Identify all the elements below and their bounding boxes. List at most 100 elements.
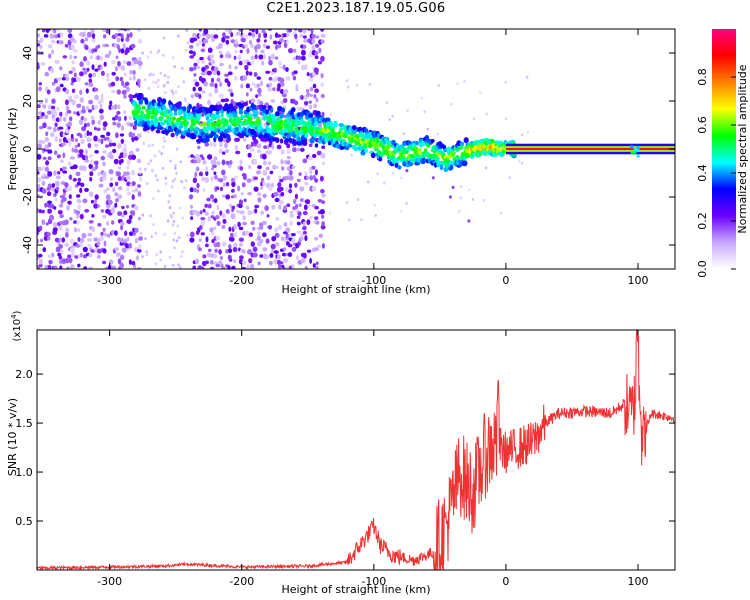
spectrogram-cell bbox=[314, 88, 319, 93]
spectrogram-cell bbox=[94, 126, 97, 131]
spectrogram-cell bbox=[273, 250, 279, 254]
spectrogram-cell bbox=[391, 171, 394, 175]
snr-y-multiplier: (x104) bbox=[10, 310, 23, 341]
spectrogram-cell bbox=[39, 44, 43, 49]
spectrogram-cell bbox=[315, 97, 319, 103]
spectrogram-cell bbox=[265, 109, 269, 115]
spectrogram-cell bbox=[526, 130, 530, 134]
spectrogram-cell bbox=[247, 152, 252, 158]
spectrogram-cell bbox=[321, 221, 325, 227]
spectrogram-cell bbox=[59, 214, 64, 219]
spectrogram-cell bbox=[134, 237, 139, 244]
spectrogram-cell bbox=[304, 181, 309, 186]
spectrogram-cell bbox=[70, 133, 74, 139]
spectrogram-cell bbox=[128, 76, 133, 81]
snr-panel: -300 -200 -100 0 100 0.5 1.0 1.5 2.0 SNR (10 * v… bbox=[6, 310, 676, 596]
spectrogram-cell bbox=[275, 217, 280, 221]
spectrogram-cell bbox=[241, 260, 247, 265]
spectrogram-cell bbox=[137, 60, 143, 66]
spectrogram-cell bbox=[295, 38, 299, 43]
spectrogram-cell bbox=[121, 174, 125, 181]
spectrogram-cell bbox=[240, 37, 246, 43]
spectrogram-cell bbox=[103, 240, 107, 247]
spectrogram-cell bbox=[224, 29, 229, 32]
spectrogram-cell bbox=[97, 172, 101, 176]
spectrogram-cell bbox=[215, 110, 220, 115]
spectrogram-cell bbox=[47, 149, 53, 154]
spectrogram-cell bbox=[468, 188, 471, 192]
spectrogram-cell bbox=[311, 204, 317, 208]
spectrogram-cell bbox=[171, 185, 174, 189]
x-tick-label: -200 bbox=[229, 575, 254, 588]
spectrogram-cell bbox=[219, 81, 223, 87]
spectrogram-cell bbox=[94, 87, 99, 92]
spectrogram-cell bbox=[499, 211, 503, 215]
spectrogram-cell bbox=[88, 220, 94, 224]
spectrogram-cell bbox=[434, 156, 440, 161]
spectrogram-cell bbox=[87, 238, 93, 242]
spectrogram-cell bbox=[47, 156, 52, 161]
spectrogram-cell bbox=[305, 175, 309, 181]
spectrogram-cell bbox=[114, 181, 119, 187]
spectrogram-cell bbox=[43, 34, 49, 38]
spectrogram-cell bbox=[105, 194, 111, 201]
spectrogram-cell bbox=[39, 115, 44, 119]
spectrogram-cell bbox=[76, 181, 81, 186]
spectrogram-cell bbox=[234, 66, 238, 70]
spectrogram-cell bbox=[166, 81, 170, 84]
spectrogram-cell bbox=[126, 61, 132, 66]
spectrogram-cell bbox=[293, 198, 297, 205]
spectrogram-cell bbox=[308, 104, 313, 110]
spectrogram-cell bbox=[247, 249, 252, 255]
spectrogram-cell bbox=[155, 253, 158, 257]
spectrogram-cell bbox=[196, 65, 201, 69]
y-tick-label: 0.5 bbox=[15, 515, 33, 528]
spectrogram-cell bbox=[108, 142, 113, 147]
spectrogram-cell bbox=[385, 144, 391, 151]
spectrogram-cell bbox=[153, 115, 158, 120]
spectrogram-cell bbox=[260, 49, 265, 54]
spectrogram-cell bbox=[99, 103, 103, 109]
spectrogram-cell bbox=[126, 33, 130, 39]
spectrogram-cell bbox=[180, 255, 183, 258]
spectrogram-cell bbox=[188, 50, 194, 54]
spectrogram-cell bbox=[109, 100, 113, 106]
spectrogram-cell bbox=[412, 146, 418, 151]
spectrogram-cell bbox=[237, 54, 242, 61]
spectrogram-cell bbox=[259, 225, 264, 230]
spectrogram-cell bbox=[224, 142, 228, 149]
spectrogram-cell bbox=[385, 150, 390, 157]
spectrogram-cell bbox=[210, 231, 215, 236]
spectrogram-cell bbox=[41, 188, 47, 194]
spectrogram-cell bbox=[175, 147, 179, 151]
spectrogram-cell bbox=[332, 121, 339, 128]
spectrogram-cell bbox=[239, 210, 245, 215]
spectrogram-cell bbox=[289, 111, 294, 116]
spectrogram-cell bbox=[270, 182, 274, 188]
spectrogram-cell bbox=[161, 166, 165, 170]
spectrogram-cell bbox=[219, 210, 223, 216]
spectrogram-cell bbox=[153, 154, 157, 158]
spectrogram-cell bbox=[76, 194, 81, 198]
spectrogram-cell bbox=[255, 94, 259, 99]
spectrogram-cell bbox=[93, 104, 99, 109]
spectrogram-cell bbox=[270, 53, 275, 60]
spectrogram-cell bbox=[133, 59, 139, 65]
spectrogram-cell bbox=[134, 136, 139, 141]
spectrogram-cell bbox=[224, 78, 229, 83]
spectrogram-cell bbox=[137, 248, 142, 253]
spectrogram-cell bbox=[300, 49, 306, 56]
spectrogram-cell bbox=[320, 82, 324, 87]
spectrogram-cell bbox=[128, 231, 134, 236]
spectrogram-cell bbox=[202, 160, 207, 165]
spectrogram-cell bbox=[279, 77, 285, 84]
spectrogram-cell bbox=[53, 170, 57, 176]
spectrogram-cell bbox=[51, 49, 54, 55]
spectrogram-cell bbox=[222, 32, 226, 38]
spectrogram-cell bbox=[141, 51, 144, 55]
spectrogram-cell bbox=[292, 206, 296, 211]
spectrogram-cell bbox=[93, 199, 97, 204]
spectrogram-cell bbox=[39, 126, 44, 130]
spectrogram-cell bbox=[465, 153, 471, 159]
